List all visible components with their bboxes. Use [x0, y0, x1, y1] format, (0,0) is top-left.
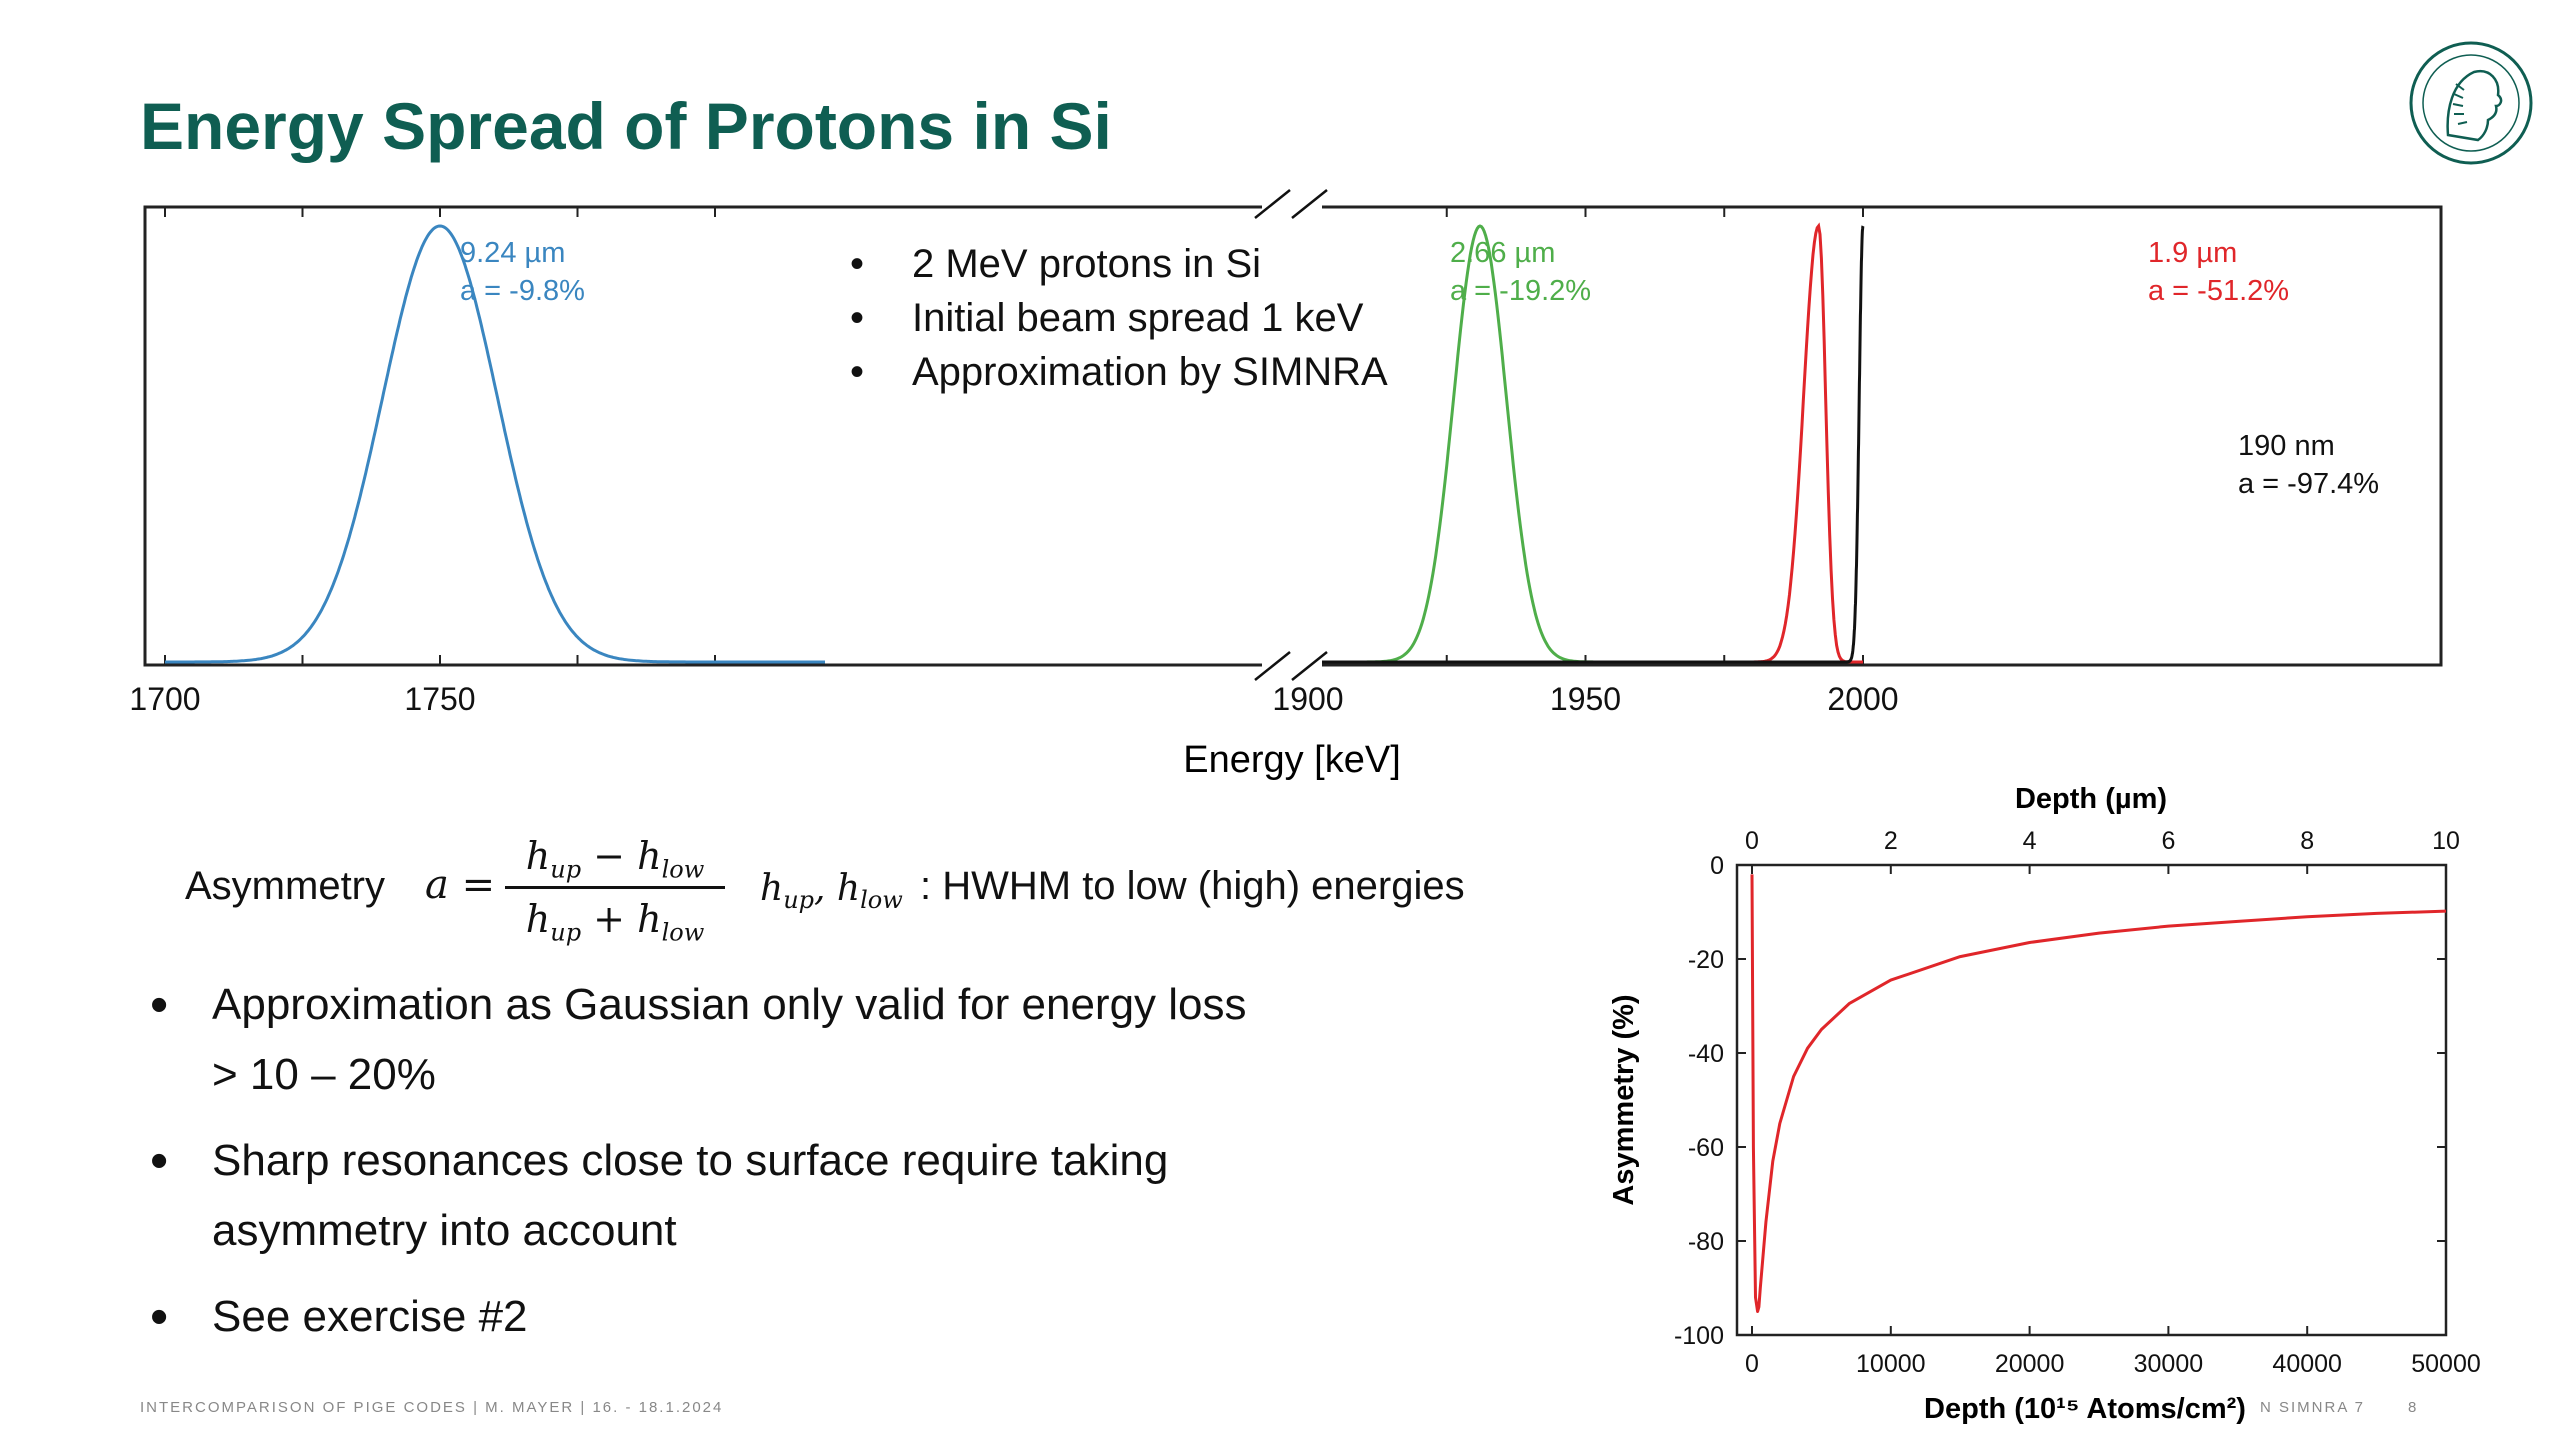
axis-break-marker	[1254, 189, 1328, 681]
plot-frame	[1735, 863, 2448, 1337]
footer-section: N SIMNRA 7	[2260, 1399, 2366, 1416]
formula-variables: hup, hlow	[760, 868, 903, 915]
top-tick-label: 8	[2300, 827, 2314, 855]
footer-text: INTERCOMPARISON OF PIGE CODES | M. MAYER…	[140, 1399, 724, 1416]
y-tick-label: 0	[1710, 852, 1724, 880]
x-axis-label: Depth (10¹⁵ Atoms/cm²)	[1924, 1393, 2246, 1425]
x-tick-label: 30000	[2134, 1350, 2204, 1378]
annotation-depth: 190 nm	[2238, 430, 2335, 462]
bullet-item: Sharp resonances close to surface requir…	[150, 1126, 1550, 1266]
x-tick-label: 0	[1745, 1350, 1759, 1378]
formula-variable-description: : HWHM to low (high) energies	[920, 864, 1465, 908]
energy-spread-chart: 1700 1750 1900 1950 2000 Energy [keV] • 2 Me…	[129, 189, 2443, 781]
y-tick-label: -60	[1688, 1134, 1724, 1162]
fraction-numerator: hup − hlow	[525, 834, 705, 884]
note-text: 2 MeV protons in Si	[912, 242, 1261, 286]
annotation-depth: 1.9 µm	[2148, 237, 2237, 269]
top-tick-label: 0	[1745, 827, 1759, 855]
note-bullet: •	[850, 296, 864, 340]
slide-title: Energy Spread of Protons in Si	[140, 89, 1112, 163]
page-number: 8	[2408, 1399, 2417, 1416]
spread-curve	[1308, 225, 1865, 664]
formula-lhs: a =	[425, 862, 496, 908]
x-tick-label: 10000	[1856, 1350, 1926, 1378]
institute-logo	[2409, 41, 2533, 165]
x-tick-label: 1750	[404, 681, 475, 717]
note-text: Initial beam spread 1 keV	[912, 296, 1364, 340]
asymmetry-curve	[1750, 874, 2447, 1313]
x-tick-label: 1950	[1550, 681, 1621, 717]
fraction-bar	[505, 886, 725, 889]
x-tick-label: 1900	[1272, 681, 1343, 717]
top-tick-label: 6	[2161, 827, 2175, 855]
note-bullet: •	[850, 350, 864, 394]
y-axis-label: Asymmetry (%)	[1608, 994, 1640, 1205]
formula-label: Asymmetry	[185, 864, 385, 908]
bullet-item: See exercise #2	[150, 1282, 1550, 1352]
fraction-denominator: hup + hlow	[525, 897, 705, 947]
top-tick-label: 4	[2023, 827, 2037, 855]
x-tick-label: 1700	[129, 681, 200, 717]
x-tick-label: 50000	[2411, 1350, 2481, 1378]
x-tick-label: 2000	[1827, 681, 1898, 717]
top-tick-label: 2	[1884, 827, 1898, 855]
annotation-asymmetry: a = -9.8%	[460, 275, 585, 307]
annotation-depth: 9.24 µm	[460, 237, 565, 269]
x-tick-label: 40000	[2272, 1350, 2342, 1378]
top-tick-label: 10	[2432, 827, 2460, 855]
bullet-list: Approximation as Gaussian only valid for…	[150, 970, 1550, 1368]
x-tick-label: 20000	[1995, 1350, 2065, 1378]
annotation-asymmetry: a = -97.4%	[2238, 468, 2379, 500]
chart-notes: • 2 MeV protons in Si • Initial beam spr…	[850, 242, 1388, 394]
formula-fraction: hup − hlow hup + hlow	[505, 830, 725, 947]
note-text: Approximation by SIMNRA	[912, 350, 1388, 394]
annotation-depth: 2.66 µm	[1450, 237, 1555, 269]
y-tick-label: -20	[1688, 946, 1724, 974]
spread-curve	[165, 224, 825, 664]
y-tick-label: -80	[1688, 1228, 1724, 1256]
note-bullet: •	[850, 242, 864, 286]
x-axis-label: Energy [keV]	[1183, 739, 1401, 781]
annotation-asymmetry: a = -51.2%	[2148, 275, 2289, 307]
top-axis-label: Depth (µm)	[2015, 783, 2167, 815]
y-tick-label: -40	[1688, 1040, 1724, 1068]
bullet-item: Approximation as Gaussian only valid for…	[150, 970, 1550, 1110]
annotation-asymmetry: a = -19.2%	[1450, 275, 1591, 307]
y-tick-label: -100	[1674, 1322, 1724, 1350]
